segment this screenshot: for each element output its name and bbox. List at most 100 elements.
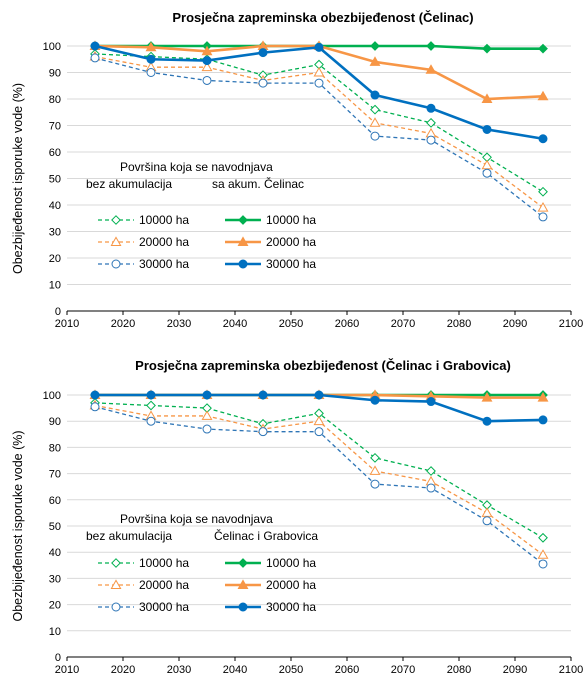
- data-point: [146, 68, 156, 77]
- series-left-30000-ha: [90, 53, 548, 222]
- legend-group-left: bez akumulacija: [86, 177, 172, 191]
- legend-title: Površina koja se navodnjava: [120, 512, 273, 526]
- data-point: [426, 483, 436, 493]
- y-tick-label: 40: [49, 200, 61, 212]
- data-point: [202, 424, 212, 434]
- data-point: [202, 390, 212, 400]
- data-point: [537, 202, 549, 212]
- data-point: [314, 427, 324, 437]
- legend-entry: 20000 ha: [98, 235, 189, 249]
- y-tick-label: 50: [49, 174, 61, 186]
- data-point: [538, 43, 548, 54]
- legend-entry: 20000 ha: [225, 235, 316, 249]
- y-tick-label: 80: [49, 94, 61, 106]
- y-tick-label: 100: [43, 41, 61, 53]
- data-point: [370, 131, 380, 141]
- legend-marker: [237, 579, 249, 589]
- legend-title: Površina koja se navodnjava: [120, 160, 273, 174]
- data-point: [482, 168, 492, 178]
- data-point: [369, 56, 381, 66]
- x-tick-label: 2060: [335, 664, 359, 676]
- data-point: [370, 479, 380, 489]
- x-tick-label: 2100: [559, 664, 583, 676]
- legend-label: 10000 ha: [139, 213, 189, 227]
- legend-label: 30000 ha: [139, 600, 189, 614]
- y-axis-label: Obezbijeđenost isporuke vode (%): [11, 83, 25, 274]
- y-tick-label: 60: [49, 147, 61, 159]
- x-tick-label: 2070: [391, 318, 415, 330]
- x-tick-label: 2020: [111, 318, 135, 330]
- data-point: [538, 134, 548, 144]
- legend-label: 10000 ha: [266, 213, 316, 227]
- series-right-30000-ha: [90, 41, 548, 144]
- y-tick-label: 70: [49, 469, 61, 481]
- y-tick-label: 80: [49, 442, 61, 454]
- data-point: [146, 54, 156, 64]
- legend-group-right: sa akum. Čelinac: [212, 176, 304, 191]
- legend-entry: 20000 ha: [225, 578, 316, 592]
- data-point: [258, 427, 268, 437]
- x-tick-label: 2090: [503, 318, 527, 330]
- data-point: [146, 416, 156, 426]
- x-tick-label: 2040: [223, 318, 247, 330]
- legend-label: 20000 ha: [139, 578, 189, 592]
- legend-entry: 30000 ha: [225, 600, 316, 614]
- chart-bottom: Prosječna zapreminska obezbijeđenost (Če…: [11, 358, 583, 676]
- x-tick-label: 2080: [447, 664, 471, 676]
- legend-label: 30000 ha: [139, 257, 189, 271]
- data-point: [538, 559, 548, 569]
- data-point: [538, 212, 548, 222]
- legend-entry: 30000 ha: [98, 600, 189, 614]
- legend-label: 10000 ha: [139, 556, 189, 570]
- legend-marker: [111, 558, 121, 568]
- x-tick-label: 2030: [167, 664, 191, 676]
- legend-entry: 10000 ha: [225, 213, 316, 227]
- legend-label: 10000 ha: [266, 556, 316, 570]
- legend-marker: [111, 215, 121, 225]
- legend-marker: [110, 579, 122, 589]
- y-tick-label: 10: [49, 280, 61, 292]
- data-point: [90, 41, 100, 51]
- data-point: [481, 392, 493, 402]
- legend-entry: 10000 ha: [225, 556, 316, 570]
- data-point: [426, 397, 436, 407]
- data-point: [370, 452, 380, 463]
- legend-marker: [237, 236, 249, 246]
- data-point: [425, 64, 437, 74]
- data-point: [369, 117, 381, 127]
- data-point: [258, 78, 268, 88]
- data-point: [146, 400, 156, 411]
- data-point: [314, 42, 324, 52]
- data-point: [537, 90, 549, 101]
- legend-marker: [111, 259, 121, 269]
- data-point: [201, 45, 213, 56]
- x-tick-label: 2010: [55, 664, 79, 676]
- y-tick-label: 70: [49, 121, 61, 133]
- data-point: [538, 415, 548, 425]
- legend-entry: 10000 ha: [98, 556, 189, 570]
- x-tick-label: 2050: [279, 318, 303, 330]
- data-point: [370, 90, 380, 100]
- data-point: [202, 56, 212, 66]
- data-point: [90, 402, 100, 412]
- x-tick-label: 2090: [503, 664, 527, 676]
- legend-group-left: bez akumulacija: [86, 529, 172, 543]
- y-tick-label: 0: [55, 652, 61, 664]
- data-point: [370, 41, 380, 51]
- legend-group-right: Čelinac i Grabovica: [214, 528, 318, 543]
- series-left-30000-ha: [90, 402, 548, 569]
- x-tick-label: 2080: [447, 318, 471, 330]
- legend-marker: [238, 259, 248, 269]
- y-tick-label: 60: [49, 495, 61, 507]
- x-tick-label: 2040: [223, 664, 247, 676]
- y-tick-label: 90: [49, 416, 61, 428]
- x-tick-label: 2030: [167, 318, 191, 330]
- y-tick-label: 90: [49, 68, 61, 80]
- data-point: [258, 48, 268, 58]
- data-point: [201, 61, 213, 72]
- data-point: [314, 78, 324, 88]
- data-point: [482, 43, 492, 54]
- data-point: [90, 390, 100, 400]
- x-tick-label: 2010: [55, 318, 79, 330]
- x-tick-label: 2050: [279, 664, 303, 676]
